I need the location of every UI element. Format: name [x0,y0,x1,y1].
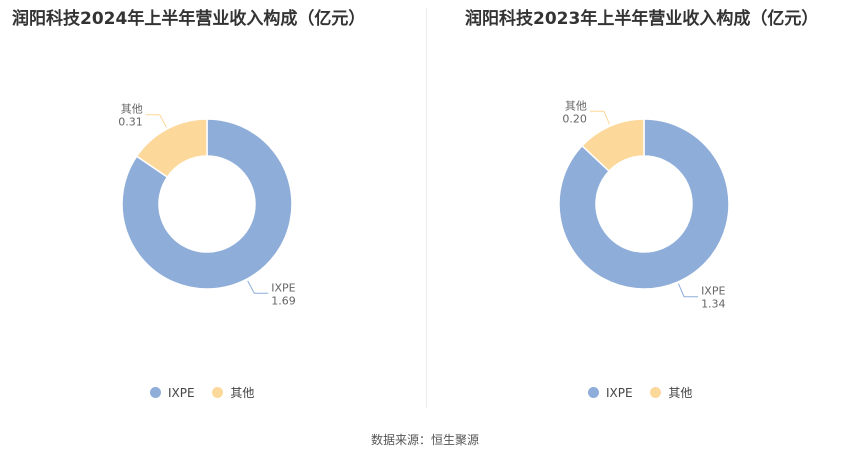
slice-label: 其他 [565,99,587,112]
legend-item-other[interactable]: 其他 [650,384,692,401]
slice-other[interactable] [581,118,645,173]
legend-item-ixpe[interactable]: IXPE [588,386,633,400]
chart-panel-2024: 润阳科技2024年上半年营业收入构成（亿元） IXPE 1.69 其他 0.31 IX… [0,0,425,420]
legend-dot-icon [150,387,161,398]
legend-label: IXPE [168,385,195,400]
leader-line [678,283,699,298]
slice-value-label: 0.20 [562,112,587,125]
slice-other[interactable] [135,118,208,179]
legend-label: IXPE [606,385,633,400]
legend-item-ixpe[interactable]: IXPE [150,386,195,400]
leader-line [145,114,167,128]
slice-ixpe[interactable] [558,118,730,290]
slice-label: IXPE [271,281,295,294]
legend-label: 其他 [668,386,693,400]
legend-dot-icon [588,387,599,398]
panel-divider [426,8,427,408]
slice-label: IXPE [701,285,725,298]
legend-item-other[interactable]: 其他 [212,384,254,401]
slice-value-label: 1.34 [701,298,726,311]
legend: IXPE 其他 [588,384,706,401]
leader-line [247,280,269,294]
leader-line [589,110,610,125]
slice-ixpe[interactable] [121,118,293,290]
legend-dot-icon [212,387,224,398]
chart-title: 润阳科技2024年上半年营业收入构成（亿元） [12,9,366,29]
chart-title: 润阳科技2023年上半年营业收入构成（亿元） [465,9,819,29]
slice-value-label: 1.69 [271,294,296,307]
legend-dot-icon [650,387,662,398]
slice-value-label: 0.31 [118,116,143,129]
chart-panel-2023: 润阳科技2023年上半年营业收入构成（亿元） IXPE 1.34 其他 0.20 IX… [427,0,850,420]
legend-label: 其他 [230,386,255,400]
legend: IXPE 其他 [150,384,268,401]
data-source: 数据来源：恒生聚源 [370,433,479,447]
slice-label: 其他 [121,103,143,116]
